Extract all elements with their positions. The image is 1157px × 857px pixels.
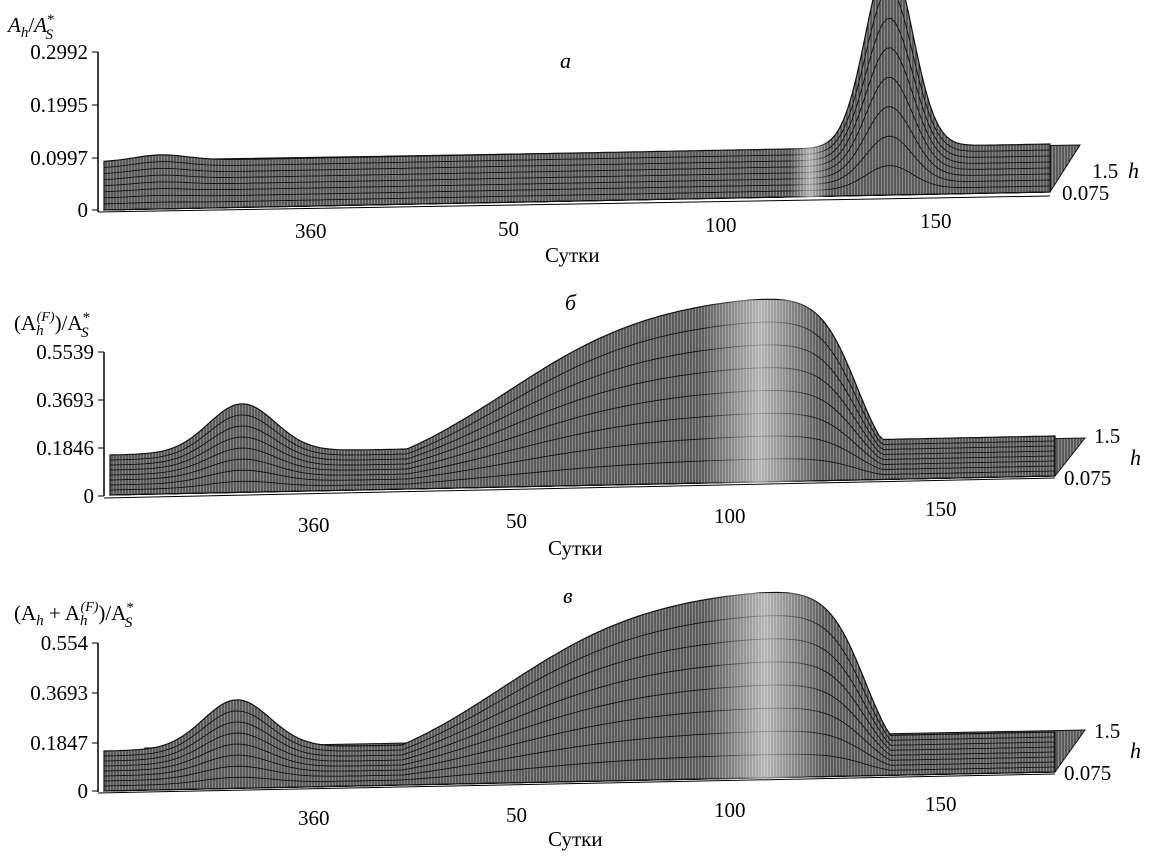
- x-tick-c-0: 360: [298, 806, 330, 830]
- z-axis-b: 0.5539 0.3693 0.1846 0: [36, 340, 105, 508]
- z-tick-a-3: 0.2992: [30, 40, 88, 64]
- x-axis-label-b: Сутки: [548, 536, 603, 560]
- h-tick-c-1: 1.5: [1094, 719, 1120, 743]
- z-tick-c-2: 0.3693: [30, 681, 88, 705]
- z-axis-label-a: Ah/A* S: [6, 12, 55, 43]
- h-axis-b: 1.5 h 0.075: [1064, 424, 1141, 490]
- surface-layer: [103, 591, 1056, 792]
- h-tick-a-0: 0.075: [1062, 181, 1109, 205]
- z-tick-a-0: 0: [78, 198, 89, 222]
- panel-letter-a: а: [560, 48, 571, 73]
- panel-b: б (Ah(F))/A* S 0.5539 0.3693 0.1846 0 360…: [14, 290, 1141, 560]
- x-tick-b-0: 360: [298, 513, 330, 537]
- h-tick-b-0: 0.075: [1064, 466, 1111, 490]
- h-label-b: h: [1130, 445, 1141, 470]
- z-tick-a-1: 0.0997: [30, 146, 88, 170]
- surface-layer: [103, 753, 1056, 792]
- surface-b: [108, 298, 1087, 496]
- z-axis-c: 0.554 0.3693 0.1847 0: [30, 631, 99, 803]
- z-tick-b-2: 0.3693: [36, 388, 94, 412]
- x-tick-a-0: 360: [295, 219, 327, 243]
- z-tick-b-1: 0.1846: [36, 436, 94, 460]
- surface-layer: [103, 165, 1051, 211]
- h-axis-a: 1.5 h 0.075: [1062, 158, 1139, 205]
- x-tick-a-2: 100: [705, 213, 737, 237]
- h-axis-c: 1.5 h 0.075: [1064, 719, 1141, 785]
- z-axis-a: 0.2992 0.1995 0.0997 0: [30, 40, 99, 222]
- surface-layer: [103, 0, 1051, 211]
- x-tick-c-3: 150: [925, 792, 957, 816]
- z-tick-b-3: 0.5539: [36, 340, 94, 364]
- surface-highlight: [705, 593, 825, 783]
- h-tick-c-0: 0.075: [1064, 761, 1111, 785]
- surface-a: [102, 0, 1081, 211]
- panel-letter-c: в: [563, 583, 573, 608]
- surface-layer: [109, 458, 1056, 496]
- panel-a: а Ah/A* S 0.2992 0.1995 0.0997 0 360 50 1…: [6, 0, 1139, 267]
- x-tick-c-2: 100: [714, 798, 746, 822]
- surface-highlight: [790, 20, 830, 210]
- h-label-c: h: [1130, 738, 1141, 763]
- z-tick-a-2: 0.1995: [30, 93, 88, 117]
- z-axis-label-b: (Ah(F))/A* S: [14, 310, 90, 341]
- x-tick-b-1: 50: [506, 509, 527, 533]
- x-tick-c-1: 50: [506, 803, 527, 827]
- panel-letter-b: б: [565, 290, 577, 315]
- x-axis-a: 360 50 100 150 Сутки: [97, 195, 1051, 267]
- x-axis-label-a: Сутки: [545, 243, 600, 267]
- surface-highlight: [700, 300, 820, 490]
- z-tick-c-0: 0: [78, 779, 89, 803]
- x-axis-c: 360 50 100 150 Сутки: [97, 773, 1056, 851]
- surface-layer: [109, 298, 1056, 496]
- z-tick-c-3: 0.554: [41, 631, 89, 655]
- h-tick-a-1: 1.5: [1092, 159, 1118, 183]
- h-tick-b-1: 1.5: [1094, 424, 1120, 448]
- z-tick-b-0: 0: [84, 484, 95, 508]
- z-tick-c-1: 0.1847: [30, 731, 88, 755]
- x-tick-a-3: 150: [920, 209, 952, 233]
- h-label-a: h: [1128, 158, 1139, 183]
- x-axis-label-c: Сутки: [548, 827, 603, 851]
- x-tick-b-2: 100: [714, 504, 746, 528]
- x-tick-a-1: 50: [498, 217, 519, 241]
- x-axis-b: 360 50 100 150 Сутки: [103, 477, 1056, 560]
- panel-c: в (Ah + Ah(F))/A* S 0.554 0.3693 0.1847 0…: [14, 583, 1141, 851]
- surface-c: [102, 591, 1086, 792]
- z-axis-label-c: (Ah + Ah(F))/A* S: [14, 600, 134, 631]
- x-tick-b-3: 150: [925, 497, 957, 521]
